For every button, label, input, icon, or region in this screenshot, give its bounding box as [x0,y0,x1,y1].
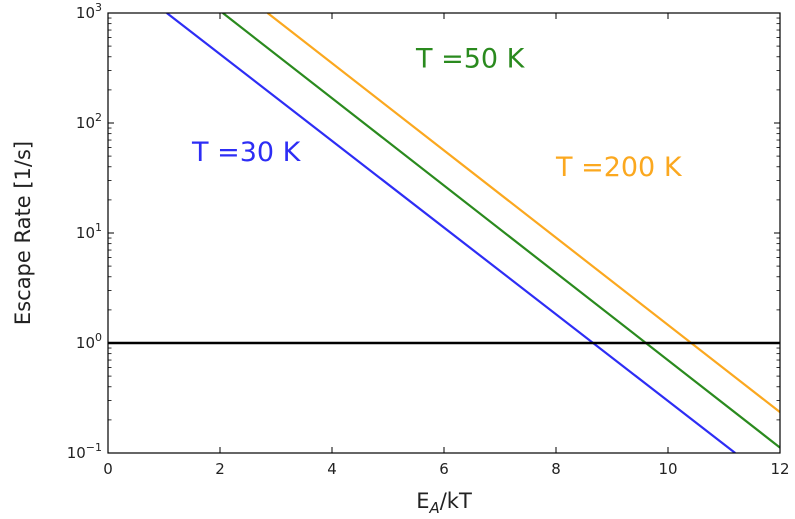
y-tick-base: 10 [67,444,86,462]
x-tick-label: 6 [439,460,449,478]
y-tick-exponent: 3 [95,1,102,14]
y-tick-base: 10 [76,224,95,242]
x-tick-label: 4 [327,460,337,478]
series-annotation-1: T =30 K [191,137,302,168]
x-axis-label: EA/kT [416,489,472,517]
y-tick-base: 10 [76,114,95,132]
series-line-1 [166,13,736,453]
series-line-3 [266,13,780,414]
y-tick-label: 103 [76,1,102,22]
x-tick-label: 12 [770,460,789,478]
y-tick-exponent: 2 [95,111,102,124]
x-tick-label: 0 [103,460,113,478]
series-line-2 [222,13,780,449]
y-tick-exponent: −1 [86,441,102,454]
x-tick-label: 8 [551,460,561,478]
y-tick-exponent: 1 [95,221,102,234]
y-tick-label: 102 [76,111,102,132]
series-annotation-2: T =50 K [415,43,526,74]
y-tick-base: 10 [76,4,95,22]
y-tick-base: 10 [76,334,95,352]
x-axis-label-tail: /kT [440,489,472,513]
x-axis-label-main: E [416,489,429,513]
x-tick-label: 2 [215,460,225,478]
y-tick-label: 10−1 [67,441,102,462]
y-tick-label: 101 [76,221,102,242]
x-axis-label-sub: A [428,499,439,517]
plot-frame [107,12,781,454]
y-axis-label: Escape Rate [1/s] [11,141,35,325]
y-tick-label: 100 [76,331,102,352]
x-tick-label: 10 [658,460,677,478]
y-tick-exponent: 0 [95,331,102,344]
series-annotation-3: T =200 K [555,152,683,183]
